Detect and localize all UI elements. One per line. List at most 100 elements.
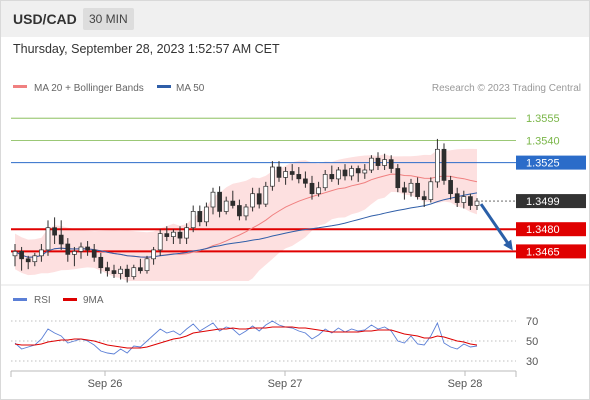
candle-body [329,174,335,180]
candle-body [105,267,110,272]
candle-body [39,249,44,257]
ma50-legend-label: MA 50 [176,83,205,94]
resistance-label: 1.3555 [526,113,560,125]
rsi-tick-label: 50 [526,336,538,348]
candle-body [362,169,368,174]
candle-body [316,187,321,195]
candle-body [342,169,348,177]
candle-body [309,182,315,195]
support-label: 1.3480 [526,224,560,236]
support-label-box [516,222,586,237]
candle-body [303,178,308,184]
candle-body [157,233,163,251]
candle-body [164,233,170,237]
candle-body [276,166,282,178]
candle-body [85,246,90,251]
timeframe-badge[interactable]: 30 MIN [83,8,134,30]
rsi-ma-legend-label: 9MA [83,295,104,306]
candle-body [408,182,414,193]
candle-body [395,168,401,189]
candle-body [91,249,97,258]
candle-body [151,249,156,260]
ma50-line [14,192,478,258]
candle-body [72,251,77,255]
candle-body [124,268,130,277]
rsi-tick-label: 30 [526,356,538,368]
support-label-box [516,244,586,259]
x-axis-tick-label: Sep 27 [268,378,303,390]
current-price-box [516,194,586,209]
candle-body [25,258,31,263]
candle-body [454,193,460,203]
x-axis-tick-label: Sep 26 [88,378,123,390]
candle-body [468,196,473,206]
candle-body [45,227,51,251]
pivot-label: 1.3525 [526,158,560,170]
candle-body [270,166,275,187]
candle-body [118,268,123,274]
candle-body [415,182,420,197]
candle-body [296,174,302,180]
candle-body [111,270,117,274]
rsi-line [14,320,478,355]
candle-body [382,159,387,166]
candle-body [32,255,38,263]
candle-body [131,267,137,277]
candle-body [461,196,467,203]
candle-body [289,171,295,175]
candle-body [65,243,71,255]
candle-body [256,193,262,205]
candle-body [448,180,453,195]
candle-body [223,200,229,212]
x-axis-tick-label: Sep 28 [448,378,483,390]
candle-body [250,193,255,208]
title-bar: USD/CAD 30 MIN [1,1,589,37]
candle-body [230,200,236,206]
candle-body [177,231,183,239]
support-label: 1.3465 [526,246,560,258]
current-price-label: 1.3499 [526,196,560,208]
candle-body [388,159,394,169]
ma20-legend-swatch [13,85,27,88]
candle-body [98,256,104,269]
rsi-legend-swatch [13,298,27,301]
pivot-label-box [516,155,586,170]
candle-body [217,191,222,212]
forecast-arrow-shaft [479,203,512,248]
candle-body [421,196,427,200]
candle-body [237,205,242,217]
candle-body [369,157,374,171]
candle-body [243,206,249,217]
candle-body [190,211,196,229]
symbol-title: USD/CAD [13,11,77,27]
candle-body [78,246,84,252]
candle-body [283,171,288,178]
ma50-legend-swatch [157,85,171,88]
candle-body [197,211,203,223]
candle-body [12,251,18,257]
candle-body [336,169,341,180]
candle-body [428,181,434,200]
candle-body [171,231,176,237]
candle-body [322,174,328,189]
candle-body [355,168,361,174]
rsi-tick-label: 70 [526,316,538,328]
timestamp: Thursday, September 28, 2023 1:52:57 AM … [13,42,280,56]
rsi-legend-label: RSI [34,295,51,306]
candle-body [184,227,189,239]
ma20-legend-label: MA 20 + Bollinger Bands [34,83,144,94]
bollinger-band [15,148,477,281]
candle-body [58,234,64,245]
candle-body [263,185,269,205]
candle-body [210,191,216,208]
resistance-label: 1.3540 [526,135,560,147]
candle-body [19,251,24,260]
forecast-arrow-head [503,239,513,251]
candle-body [349,168,354,177]
candle-body [441,148,447,181]
candle-body [204,206,209,223]
candle-body [138,267,143,272]
candle-body [144,258,150,271]
